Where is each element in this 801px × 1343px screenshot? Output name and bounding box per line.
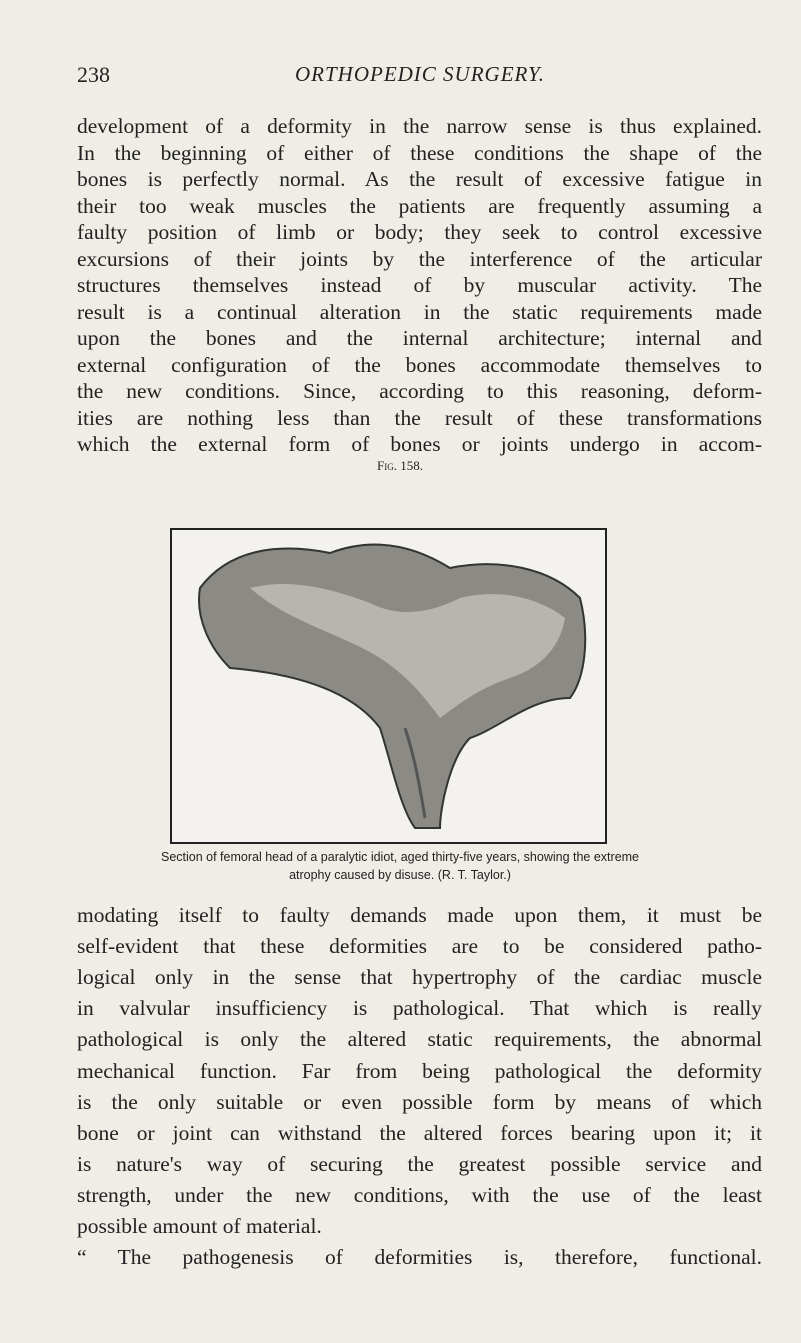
text-line: excursions of their joints by the interf… [77, 246, 762, 271]
text-line: development of a deformity in the narrow… [77, 114, 762, 138]
caption-line: Section of femoral head of a paralytic i… [160, 850, 640, 864]
text-line: self-evident that these deformities are … [77, 934, 762, 959]
text-line: strength, under the new conditions, with… [77, 1182, 762, 1207]
text-line: upon the bones and the internal architec… [77, 326, 762, 350]
text-line: possible amount of material. [77, 1214, 322, 1238]
text-line: in valvular insufficiency is pathologica… [77, 996, 762, 1021]
text-line: structures themselves instead of by musc… [77, 273, 762, 297]
text-line: is nature's way of securing the greatest… [77, 1151, 762, 1176]
text-line: “ The pathogenesis of deformities is, th… [77, 1245, 762, 1270]
text-line: ities are nothing less than the result o… [77, 405, 762, 430]
text-line: In the beginning of either of these cond… [77, 140, 762, 165]
text-line: bone or joint can withstand the altered … [77, 1120, 762, 1145]
text-line: external configuration of the bones acco… [77, 352, 762, 377]
text-line: is the only suitable or even possible fo… [77, 1089, 762, 1114]
figure-label: Fig. 158. [377, 458, 423, 473]
text-line: faulty position of limb or body; they se… [77, 220, 762, 244]
text-line: mechanical function. Far from being path… [77, 1058, 762, 1083]
running-title: ORTHOPEDIC SURGERY. [294, 62, 545, 86]
caption-line: atrophy caused by disuse. (R. T. Taylor.… [289, 868, 511, 882]
text-line: result is a continual alteration in the … [77, 299, 762, 324]
text-line: modating itself to faulty demands made u… [77, 903, 762, 927]
text-line: logical only in the sense that hypertrop… [77, 965, 762, 990]
page-number: 238 [77, 62, 110, 87]
text-line: their too weak muscles the patients are … [77, 193, 762, 218]
text-line: which the external form of bones or join… [77, 432, 762, 456]
text-line: pathological is only the altered static … [77, 1027, 762, 1052]
text-line: the new conditions. Since, according to … [77, 379, 762, 403]
figure-image [170, 528, 607, 844]
text-line: bones is perfectly normal. As the result… [77, 167, 762, 191]
